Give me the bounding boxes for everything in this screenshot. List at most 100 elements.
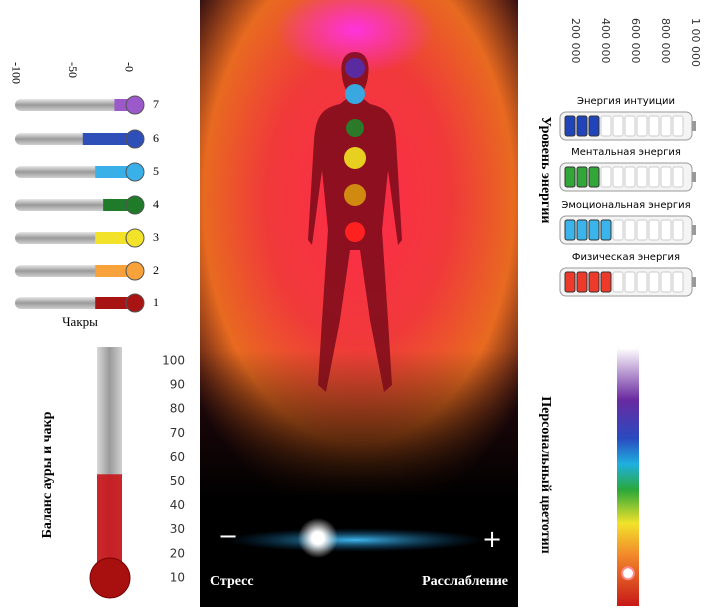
energy-cell [648,166,660,188]
energy-fill [564,166,684,188]
energy-cell [612,271,624,293]
chakra-label: 4 [153,197,159,211]
chakra-label: 2 [153,263,159,277]
energy-battery-tip [692,121,696,131]
energy-cell-on [588,219,600,241]
energy-cell-on [588,271,600,293]
chakra-label: 3 [153,230,159,244]
energy-cell-on [564,271,576,293]
energy-cell [648,219,660,241]
energy-bar-label: Эмоциональная энергия [561,200,690,211]
chakra-tick-label: -50 [66,62,80,78]
energy-battery-tip [692,277,696,287]
chakras-title: Чакры [62,314,98,329]
energy-cell-on [564,219,576,241]
energy-cell [600,166,612,188]
energy-cell [672,219,684,241]
slider-dot[interactable] [312,533,323,543]
thermo-tick-label: 70 [170,426,185,440]
chakra-label: 1 [153,295,159,309]
thermo-bulb [89,557,131,599]
chakra-track [15,99,135,111]
chakra-label: 5 [153,164,159,178]
energy-cell [660,271,672,293]
chakra-ball [125,228,145,248]
energy-cell [624,219,636,241]
energy-fill [564,271,684,293]
energy-cell-on [576,115,588,137]
chakra-bar [95,232,135,244]
energy-cell [672,166,684,188]
colortype-title: Персональный цветотип [538,396,553,553]
chakra-ball [125,293,145,313]
chakra-bar [95,265,135,277]
energy-battery-tip [692,225,696,235]
energy-tick-label: 400 000 [599,18,612,64]
slider-plus: + [482,525,502,553]
energy-cell-on [588,166,600,188]
thermo-tick-label: 60 [170,450,185,464]
thermo-tick-label: 50 [170,474,185,488]
thermo-tick-label: 100 [162,354,185,368]
thermo-tick-label: 10 [170,570,185,584]
energy-cell [648,271,660,293]
thermo-tick-label: 40 [170,498,185,512]
chakra-ball [125,162,145,182]
energy-cell [624,115,636,137]
energy-cell-on [576,166,588,188]
chakra-bar [82,133,135,145]
slider-minus: − [218,522,238,550]
energy-cell [648,115,660,137]
chakra-dot [346,119,364,137]
energy-battery-tip [692,172,696,182]
energy-cell-on [588,115,600,137]
slider-track [225,528,485,552]
energy-cell-on [576,271,588,293]
thermo-tick-label: 90 [170,378,185,392]
energy-tick-label: 1 00 000 [689,18,702,67]
energy-cell [660,219,672,241]
chakra-label: 7 [153,97,159,111]
energy-cell-on [600,219,612,241]
chakra-ball [125,195,145,215]
chakra-ball [125,261,145,281]
colortype-marker [621,566,635,581]
chakra-bar [95,297,135,309]
energy-cell [624,271,636,293]
chakra-dot [345,222,365,242]
energy-cell-on [564,115,576,137]
chakra-ball [125,129,145,149]
relax-label: Расслабление [422,574,508,589]
chakra-dot [345,84,365,104]
energy-cell [600,115,612,137]
thermo-tick-label: 30 [170,522,185,536]
energy-cell [636,166,648,188]
energy-cell [672,115,684,137]
energy-cell [624,166,636,188]
figure-chakras [344,58,366,242]
chakra-tick-label: -0 [122,62,136,72]
energy-cell-on [564,166,576,188]
energy-cell-on [576,219,588,241]
thermo-tick-label: 80 [170,402,185,416]
energy-cell [612,115,624,137]
energy-cell-on [600,271,612,293]
energy-bar-label: Энергия интуиции [577,96,675,107]
spectrum [617,348,639,606]
energy-cell [660,166,672,188]
chakra-ball [125,95,145,115]
energy-cell [612,219,624,241]
chakra-label: 6 [153,131,159,145]
energy-fill [564,115,684,137]
energy-cell [636,271,648,293]
energy-title: Уровень энергии [538,117,553,224]
energy-fill [564,219,684,241]
energy-cell [612,166,624,188]
chakra-dot [344,147,366,169]
thermo-tick-label: 20 [170,546,185,560]
chakra-bar [95,166,135,178]
chakra-tick-label: -100 [9,62,23,84]
chakra-dot [344,184,366,206]
energy-tick-label: 800 000 [659,18,672,64]
